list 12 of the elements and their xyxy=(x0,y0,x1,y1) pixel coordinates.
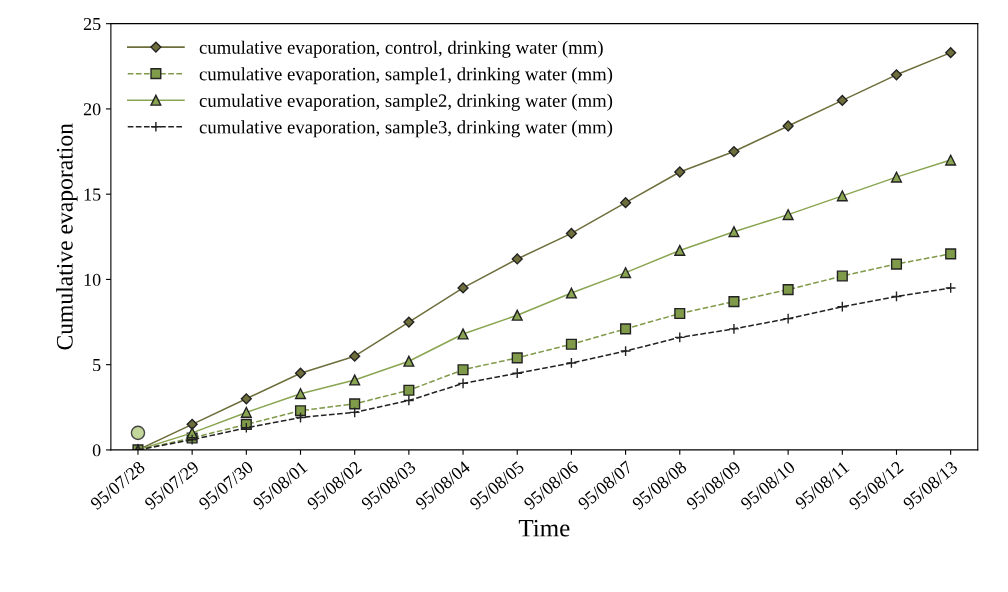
y-axis-title: Cumulative evaporation xyxy=(56,123,78,350)
legend-label: cumulative evaporation, sample3, drinking water (mm) xyxy=(199,120,613,138)
y-tick-label: 25 xyxy=(83,17,101,31)
y-tick-label: 0 xyxy=(92,444,101,457)
y-tick-label: 15 xyxy=(84,188,101,201)
legend-label: cumulative evaporation, sample1, drinking water (mm) xyxy=(199,67,613,85)
legend-label: cumulative evaporation, control, drinking water (mm) xyxy=(199,40,603,58)
y-tick-label: 20 xyxy=(83,103,101,116)
y-tick-label: 10 xyxy=(84,273,101,286)
y-tick-label: 5 xyxy=(93,359,101,372)
x-axis-title: Time xyxy=(518,519,570,537)
legend-label: cumulative evaporation, sample2, drinking water (mm) xyxy=(199,93,613,111)
